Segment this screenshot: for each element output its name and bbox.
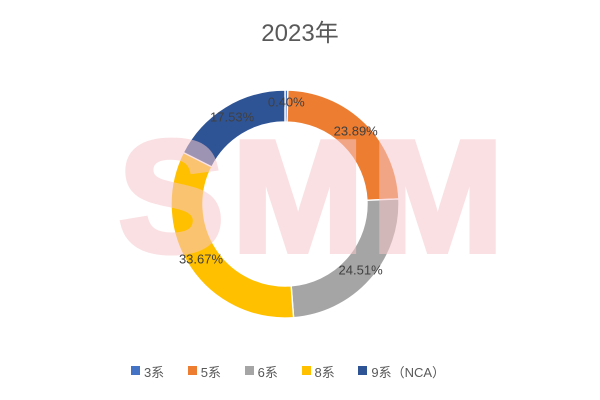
svg-text:23.89%: 23.89% <box>334 123 379 138</box>
svg-text:SMM: SMM <box>119 109 512 285</box>
svg-text:0.40%: 0.40% <box>268 94 305 109</box>
svg-text:17.53%: 17.53% <box>210 109 255 124</box>
svg-text:24.51%: 24.51% <box>339 262 384 277</box>
svg-text:33.67%: 33.67% <box>179 252 224 267</box>
